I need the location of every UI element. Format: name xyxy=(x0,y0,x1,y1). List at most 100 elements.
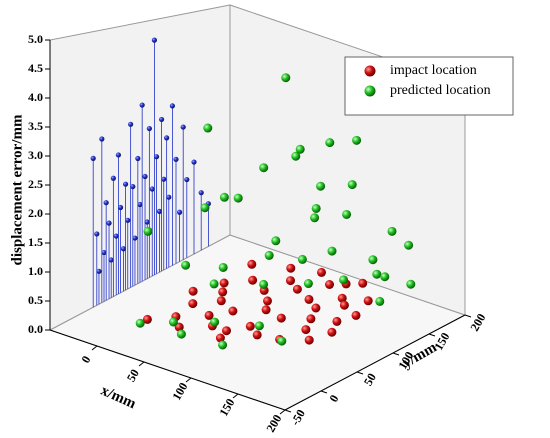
point xyxy=(327,246,337,256)
point xyxy=(404,240,414,250)
error-point xyxy=(137,201,143,208)
error-point xyxy=(144,219,150,225)
point xyxy=(387,226,397,236)
point xyxy=(135,318,145,328)
point xyxy=(245,321,255,331)
error-point xyxy=(149,186,155,192)
y-tick-label: -50 xyxy=(288,407,308,428)
point xyxy=(181,260,191,270)
point xyxy=(200,203,210,213)
point xyxy=(281,73,291,83)
point xyxy=(368,255,378,265)
error-point xyxy=(90,155,96,161)
point xyxy=(339,300,349,310)
error-point xyxy=(169,103,175,109)
x-tick-label: 150 xyxy=(216,396,237,419)
error-point xyxy=(159,116,165,123)
x-tick-label: 200 xyxy=(263,412,284,435)
error-point xyxy=(120,246,127,252)
point xyxy=(347,180,357,190)
error-point xyxy=(146,125,152,132)
point xyxy=(277,336,287,346)
point xyxy=(306,314,316,324)
legend-label: impact location xyxy=(390,63,477,78)
point xyxy=(204,310,214,320)
legend-marker xyxy=(364,65,376,77)
x-tick xyxy=(185,377,192,383)
error-point xyxy=(153,154,160,160)
error-point xyxy=(142,173,148,180)
error-point xyxy=(161,176,167,182)
y-tick-label: 200 xyxy=(467,311,488,334)
x-tick-label: 50 xyxy=(124,367,142,384)
point xyxy=(325,280,334,289)
point xyxy=(291,151,301,161)
error-point xyxy=(108,257,114,263)
point xyxy=(380,272,390,282)
error-point xyxy=(113,233,119,239)
error-point xyxy=(132,235,138,241)
point xyxy=(337,293,347,303)
y-tick-label: 0 xyxy=(326,392,341,404)
z-tick-label: 4.5 xyxy=(28,61,43,75)
y-tick xyxy=(356,371,364,375)
error-point xyxy=(177,209,183,215)
point xyxy=(263,296,272,306)
point xyxy=(332,316,342,326)
point xyxy=(218,287,228,297)
z-tick-label: 2.5 xyxy=(28,177,43,191)
error-point xyxy=(156,208,163,214)
point xyxy=(375,296,385,306)
error-point xyxy=(123,181,129,187)
point xyxy=(215,333,225,343)
error-point xyxy=(184,176,190,183)
point xyxy=(286,263,296,273)
point xyxy=(176,329,186,339)
point xyxy=(203,123,213,133)
point xyxy=(352,135,362,145)
error-point xyxy=(96,268,102,274)
x-tick xyxy=(138,361,145,367)
point xyxy=(297,254,307,264)
point xyxy=(174,322,184,332)
point xyxy=(259,279,269,289)
y-tick xyxy=(320,390,328,394)
error-point xyxy=(164,135,170,141)
x-axis xyxy=(49,329,286,411)
point xyxy=(210,317,220,327)
y-tick xyxy=(284,409,292,413)
point xyxy=(254,321,264,331)
point xyxy=(317,267,326,277)
error-point xyxy=(103,200,109,206)
y-tick-label: 50 xyxy=(361,371,379,388)
x-tick xyxy=(232,393,239,399)
z-tick-label: 3.5 xyxy=(28,119,43,133)
point xyxy=(218,340,228,350)
error-point xyxy=(198,190,204,196)
z-tick-label: 0.0 xyxy=(28,322,43,336)
y-tick xyxy=(392,352,400,356)
error-point xyxy=(94,231,100,237)
point xyxy=(327,327,337,337)
x-tick xyxy=(91,345,98,351)
x-tick-label: 100 xyxy=(169,380,190,403)
x-tick-label: 0 xyxy=(78,353,93,365)
error-point xyxy=(128,121,134,127)
error-point xyxy=(99,136,105,142)
y-axis xyxy=(284,314,466,411)
error-point xyxy=(106,220,112,226)
point xyxy=(219,192,229,202)
point xyxy=(295,144,305,154)
point xyxy=(259,163,269,173)
point xyxy=(406,279,416,289)
z-tick-label: 1.0 xyxy=(28,264,43,278)
point xyxy=(351,310,361,320)
legend-label: predicted location xyxy=(390,83,491,98)
point xyxy=(372,269,382,279)
error-point xyxy=(173,156,179,162)
z-tick-label: 4.0 xyxy=(28,90,43,104)
point xyxy=(316,181,326,191)
x-axis-label: x/mm xyxy=(98,383,138,413)
error-point xyxy=(135,155,141,162)
